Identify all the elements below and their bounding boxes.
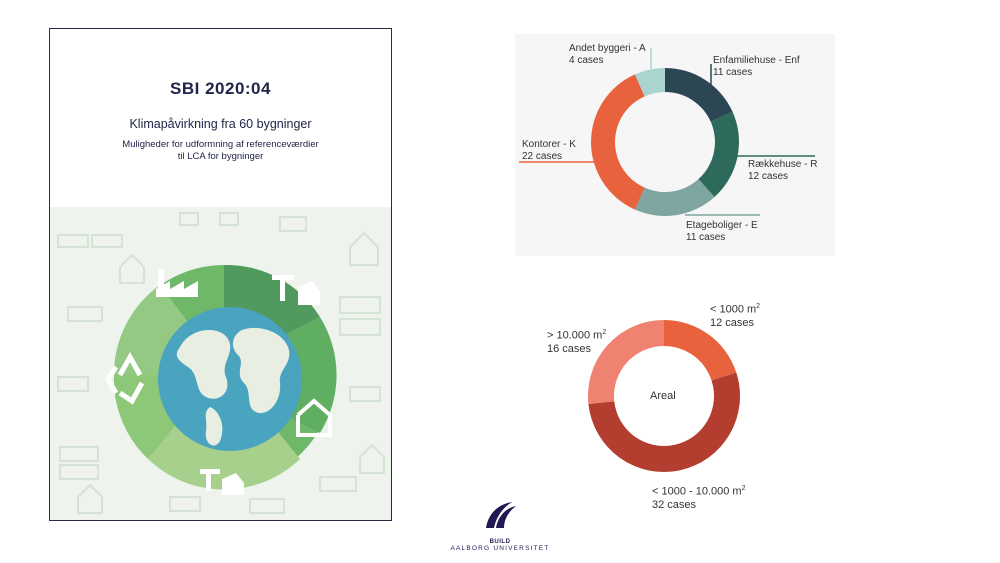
donut-slice-enfamiliehuse-enf — [665, 68, 733, 122]
label-andet-byggeri-count: 4 cases — [569, 55, 604, 66]
crane-building-icon-2 — [200, 469, 244, 495]
donut-slice-kontorer-k — [591, 74, 645, 210]
building-types-chart: Andet byggeri - A 4 cases Enfamiliehuse … — [515, 34, 835, 256]
logo-line1: BUILD — [489, 539, 511, 545]
label-raekkehuse-name: Rækkehuse - R — [748, 159, 818, 170]
building-types-donut — [519, 48, 815, 216]
area-center-label: Areal — [650, 390, 676, 402]
label-raekkehuse: Rækkehuse - R 12 cases — [748, 159, 817, 183]
aau-logo-icon — [486, 502, 516, 528]
label-small-area: < 1000 m2 12 cases — [710, 300, 760, 330]
cover-illustration — [50, 207, 391, 520]
factory-icon — [156, 269, 198, 297]
label-small-area-name: < 1000 m2 — [710, 303, 761, 316]
label-andet-byggeri-name: Andet byggeri - A — [569, 43, 646, 54]
donut-slice-1000-10-000-m — [588, 372, 740, 473]
label-large-area: > 10.000 m2 16 cases — [547, 326, 606, 356]
donut-slice-1000-m — [664, 320, 737, 381]
label-enfamiliehuse-name: Enfamiliehuse - Enf — [713, 55, 800, 66]
label-mid-area: < 1000 - 10.000 m2 32 cases — [652, 482, 746, 512]
report-subtitle: Klimapåvirkning fra 60 bygninger — [129, 117, 312, 131]
donut-slice-10-000-m — [588, 320, 664, 404]
label-mid-area-count: 32 cases — [652, 498, 697, 511]
label-etageboliger: Etageboliger - E 11 cases — [686, 220, 758, 244]
area-chart: < 1000 m2 12 cases > 10.000 m2 16 cases … — [515, 290, 805, 518]
crane-building-icon — [272, 275, 320, 305]
report-title: SBI 2020:04 — [170, 79, 271, 98]
globe-icon — [158, 307, 302, 451]
recycle-icon — [105, 351, 145, 405]
label-large-area-name: > 10.000 m2 — [547, 329, 607, 342]
label-kontorer-count: 22 cases — [522, 151, 563, 162]
label-enfamiliehuse-count: 11 cases — [713, 67, 753, 78]
label-enfamiliehuse: Enfamiliehuse - Enf 11 cases — [713, 55, 800, 79]
label-kontorer: Kontorer - K 22 cases — [522, 139, 576, 163]
report-subtitle-2-line1: Muligheder for udformning af referencevæ… — [122, 139, 319, 150]
report-subtitle-2: Muligheder for udformning af referencevæ… — [50, 139, 391, 163]
logo-line2: AALBORG UNIVERSITET — [450, 545, 550, 552]
label-small-area-count: 12 cases — [710, 316, 755, 329]
label-andet-byggeri: Andet byggeri - A 4 cases — [569, 43, 646, 67]
label-etageboliger-name: Etageboliger - E — [686, 220, 758, 231]
report-subtitle-2-line2: til LCA for bygninger — [177, 151, 264, 162]
aau-build-logo: BUILD AALBORG UNIVERSITET — [445, 498, 555, 558]
house-icon — [296, 398, 332, 437]
area-donut — [588, 320, 740, 473]
label-raekkehuse-count: 12 cases — [748, 171, 789, 182]
donut-slice-etageboliger-e — [634, 179, 715, 216]
report-cover: SBI 2020:04 Klimapåvirkning fra 60 bygni… — [49, 28, 392, 521]
label-mid-area-name: < 1000 - 10.000 m2 — [652, 485, 746, 498]
label-kontorer-name: Kontorer - K — [522, 139, 576, 150]
label-large-area-count: 16 cases — [547, 342, 592, 355]
label-etageboliger-count: 11 cases — [686, 232, 726, 243]
donut-slice-andet-byggeri-a — [634, 68, 665, 97]
background-pattern — [57, 212, 385, 514]
donut-slice-r-kkehuse-r — [698, 111, 739, 197]
